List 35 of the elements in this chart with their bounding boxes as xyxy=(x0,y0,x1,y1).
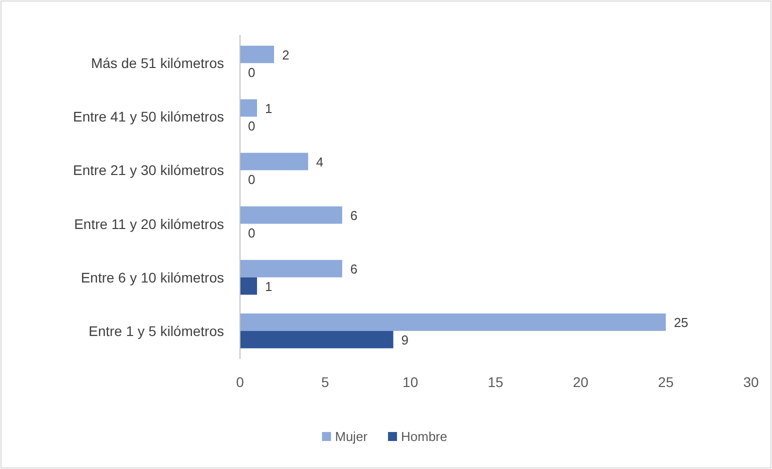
y-tick-label: Entre 1 y 5 kilómetros xyxy=(88,322,224,339)
x-tick-label: 0 xyxy=(236,374,244,390)
data-label: 2 xyxy=(282,47,290,62)
y-tick-label: Entre 21 y 30 kilómetros xyxy=(73,162,224,178)
x-tick-label: 25 xyxy=(658,374,674,390)
data-label: 1 xyxy=(265,100,272,116)
data-label: 4 xyxy=(316,154,324,170)
x-tick-label: 30 xyxy=(743,374,759,390)
x-tick-label: 10 xyxy=(402,374,418,390)
x-tick-label: 5 xyxy=(321,374,330,390)
legend-label: Mujer xyxy=(335,429,368,444)
bar xyxy=(240,46,274,64)
data-label: 0 xyxy=(248,64,256,80)
bar xyxy=(240,152,308,170)
y-tick-label: Entre 6 y 10 kilómetros xyxy=(80,269,224,286)
data-label: 0 xyxy=(248,118,256,134)
bar xyxy=(240,313,666,331)
y-tick-label: Entre 41 y 50 kilómetros xyxy=(73,108,224,125)
data-label: 0 xyxy=(248,172,256,187)
bar xyxy=(240,260,342,278)
x-tick-label: 20 xyxy=(572,374,589,390)
data-label: 25 xyxy=(674,315,688,330)
data-label: 1 xyxy=(265,279,272,294)
y-tick-label: Más de 51 kilómetros xyxy=(90,55,224,72)
legend-label: Hombre xyxy=(401,429,448,444)
bar xyxy=(240,99,258,117)
y-tick-label: Entre 11 y 20 kilómetros xyxy=(74,216,224,232)
data-label: 6 xyxy=(350,262,358,277)
bar xyxy=(240,206,342,224)
bar xyxy=(240,330,394,348)
data-label: 0 xyxy=(248,225,256,240)
data-label: 6 xyxy=(350,208,358,224)
x-tick-label: 15 xyxy=(488,374,504,390)
data-label: 9 xyxy=(401,332,409,348)
bar xyxy=(240,277,258,295)
